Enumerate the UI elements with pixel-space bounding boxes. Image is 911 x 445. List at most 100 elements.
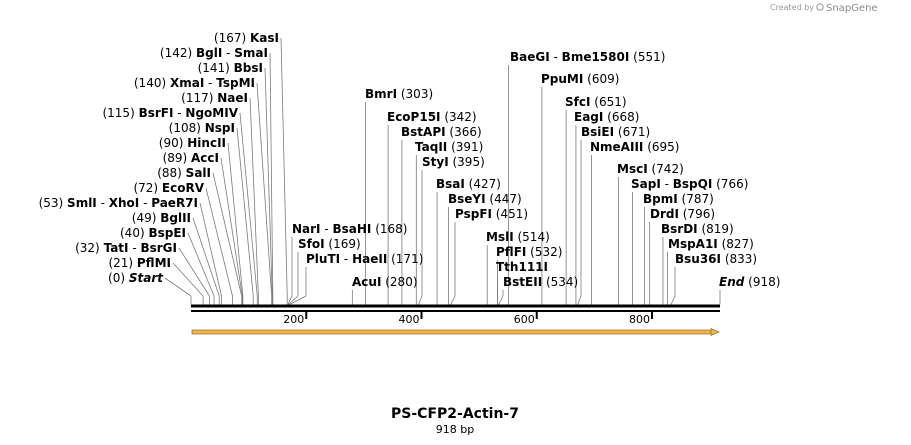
site-label-nari[interactable]: NarI - BsaHI (168)	[292, 222, 408, 236]
site-label-sapi[interactable]: SapI - BspQI (766)	[631, 177, 748, 191]
site-label-bseyi[interactable]: BseYI (447)	[448, 192, 522, 206]
site-position: (40)	[120, 226, 148, 240]
svg-text:NmeAIII (695): NmeAIII (695)	[590, 140, 679, 154]
enzyme-name: NspI	[205, 121, 235, 135]
name-separator: -	[97, 196, 109, 210]
enzyme-name: NmeAIII	[590, 140, 643, 154]
site-label-pflfi[interactable]: PflFI (532)	[496, 245, 562, 259]
enzyme-name: BstAPI	[401, 125, 446, 139]
leader-tati	[178, 247, 210, 297]
site-label-sfci[interactable]: SfcI (651)	[565, 95, 627, 109]
svg-text:(21) PflMI: (21) PflMI	[108, 256, 171, 270]
site-label-bgli[interactable]: (142) BglI - SmaI	[160, 46, 268, 60]
site-label-naei[interactable]: (117) NaeI	[181, 91, 248, 105]
site-position: (303)	[397, 87, 433, 101]
site-label-taqii[interactable]: TaqII (391)	[415, 140, 483, 154]
svg-text:(117) NaeI: (117) NaeI	[181, 91, 248, 105]
enzyme-name: Tth111I	[496, 260, 548, 274]
site-position: (140)	[134, 76, 170, 90]
site-label-hincii[interactable]: (90) HincII	[159, 136, 226, 150]
site-label-ppumi[interactable]: PpuMI (609)	[541, 72, 619, 86]
enzyme-name: BsrGI	[140, 241, 177, 255]
site-label-ecop15i[interactable]: EcoP15I (342)	[387, 110, 477, 124]
enzyme-name: BpmI	[643, 192, 678, 206]
svg-text:BsrDI (819): BsrDI (819)	[661, 222, 734, 236]
svg-text:(49) BglII: (49) BglII	[132, 211, 191, 225]
svg-text:MscI (742): MscI (742)	[617, 162, 684, 176]
site-label-bpmi[interactable]: BpmI (787)	[643, 192, 714, 206]
site-label-end[interactable]: End (918)	[719, 275, 780, 289]
site-label-msli[interactable]: MslI (514)	[486, 230, 550, 244]
site-label-pflmi[interactable]: (21) PflMI	[108, 256, 171, 270]
svg-text:Bsu36I (833): Bsu36I (833)	[675, 252, 757, 266]
site-label-bmri[interactable]: BmrI (303)	[365, 87, 433, 101]
site-label-acci[interactable]: (89) AccI	[163, 151, 219, 165]
site-label-eagi[interactable]: EagI (668)	[574, 110, 639, 124]
site-label-start[interactable]: (0) Start	[108, 271, 164, 285]
site-label-styi[interactable]: StyI (395)	[422, 155, 485, 169]
site-label-baegi[interactable]: BaeGI - Bme1580I (551)	[510, 50, 665, 64]
name-separator: -	[550, 50, 562, 64]
svg-text:(89) AccI: (89) AccI	[163, 151, 219, 165]
site-label-bsrdi[interactable]: BsrDI (819)	[661, 222, 734, 236]
enzyme-name: NaeI	[217, 91, 248, 105]
site-label-pspfi[interactable]: PspFI (451)	[455, 207, 528, 221]
cut-bsteii	[498, 295, 504, 305]
svg-text:End (918): End (918)	[719, 275, 780, 289]
svg-text:(108) NspI: (108) NspI	[169, 121, 235, 135]
feature-arrow[interactable]	[191, 328, 720, 336]
name-separator: -	[340, 252, 352, 266]
site-position: (609)	[583, 72, 619, 86]
site-label-drdi[interactable]: DrdI (796)	[650, 207, 715, 221]
site-label-pluti[interactable]: PluTI - HaeII (171)	[306, 252, 423, 266]
site-label-tth111i[interactable]: Tth111I	[496, 260, 548, 274]
site-position: (668)	[603, 110, 639, 124]
feature-bar[interactable]	[191, 329, 713, 335]
enzyme-name: BstEII	[503, 275, 542, 289]
enzyme-name: SmaI	[234, 46, 268, 60]
site-label-bsiei[interactable]: BsiEI (671)	[581, 125, 650, 139]
svg-text:(167) KasI: (167) KasI	[214, 31, 279, 45]
site-position: (72)	[133, 181, 161, 195]
enzyme-name: PluTI	[306, 252, 340, 266]
svg-text:BaeGI - Bme1580I (551): BaeGI - Bme1580I (551)	[510, 50, 665, 64]
site-label-bsai[interactable]: BsaI (427)	[436, 177, 501, 191]
svg-text:NarI - BsaHI (168): NarI - BsaHI (168)	[292, 222, 408, 236]
site-label-sfoi[interactable]: SfoI (169)	[298, 237, 361, 251]
cut-nari	[287, 295, 293, 305]
site-label-bglii[interactable]: (49) BglII	[132, 211, 191, 225]
site-label-xmai[interactable]: (140) XmaI - TspMI	[134, 76, 255, 90]
site-label-bsteii[interactable]: BstEII (534)	[503, 275, 578, 289]
enzyme-name: BaeGI	[510, 50, 550, 64]
enzyme-name: BglII	[160, 211, 191, 225]
ruler-tick-label: 600	[514, 313, 535, 326]
enzyme-name: PpuMI	[541, 72, 583, 86]
site-label-bstapi[interactable]: BstAPI (366)	[401, 125, 482, 139]
site-label-bbsi[interactable]: (141) BbsI	[198, 61, 263, 75]
site-label-nmeaiii[interactable]: NmeAIII (695)	[590, 140, 679, 154]
name-separator: -	[321, 222, 333, 236]
site-label-kasi[interactable]: (167) KasI	[214, 31, 279, 45]
site-label-bspei[interactable]: (40) BspEI	[120, 226, 186, 240]
site-label-ecorv[interactable]: (72) EcoRV	[133, 181, 204, 195]
svg-text:BstAPI (366): BstAPI (366)	[401, 125, 482, 139]
svg-text:(140) XmaI - TspMI: (140) XmaI - TspMI	[134, 76, 255, 90]
enzyme-name: BsrDI	[661, 222, 698, 236]
svg-text:(115) BsrFI - NgoMIV: (115) BsrFI - NgoMIV	[102, 106, 238, 120]
site-position: (21)	[108, 256, 136, 270]
site-label-nspi[interactable]: (108) NspI	[169, 121, 235, 135]
site-label-msci[interactable]: MscI (742)	[617, 162, 684, 176]
site-label-acui[interactable]: AcuI (280)	[352, 275, 418, 289]
svg-text:PspFI (451): PspFI (451)	[455, 207, 528, 221]
site-label-mspa1i[interactable]: MspA1I (827)	[668, 237, 754, 251]
site-label-bsu36i[interactable]: Bsu36I (833)	[675, 252, 757, 266]
site-position: (427)	[465, 177, 501, 191]
site-position: (766)	[712, 177, 748, 191]
site-position: (171)	[387, 252, 423, 266]
site-label-bsrfi[interactable]: (115) BsrFI - NgoMIV	[102, 106, 238, 120]
site-label-sali[interactable]: (88) SalI	[157, 166, 211, 180]
site-label-smli[interactable]: (53) SmlI - XhoI - PaeR7I	[39, 196, 198, 210]
site-label-tati[interactable]: (32) TatI - BsrGI	[75, 241, 177, 255]
site-position: (342)	[441, 110, 477, 124]
svg-text:SfcI (651): SfcI (651)	[565, 95, 627, 109]
